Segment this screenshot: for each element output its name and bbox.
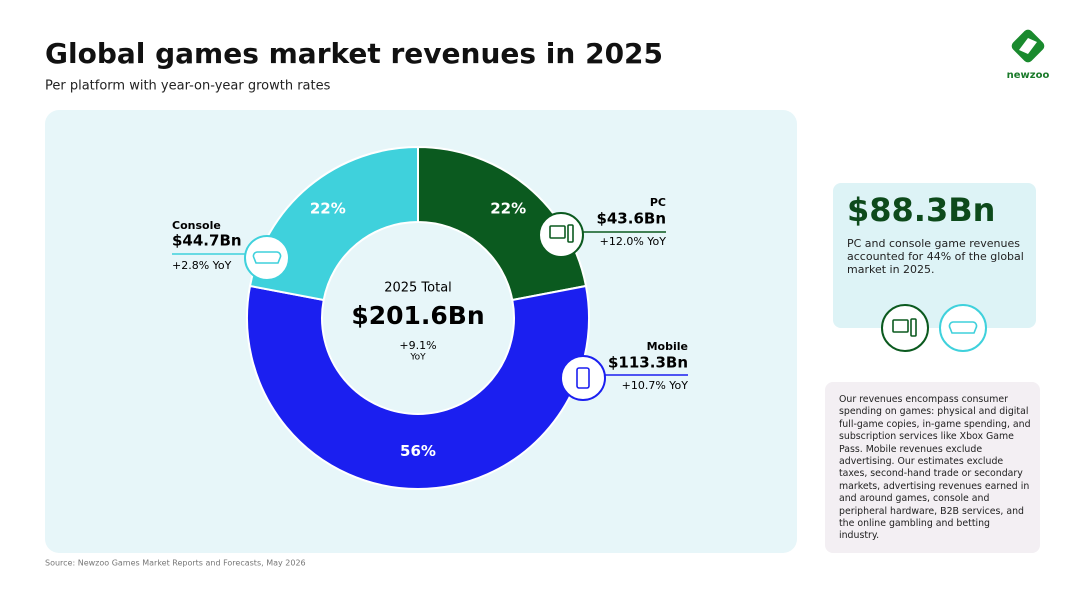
console-icon [244,235,290,281]
highlight-value: $88.3Bn [847,191,995,229]
console-revenue: $44.7Bn [172,232,242,250]
chart-panel [45,110,797,553]
donut-segment [246,284,590,491]
mobile-icon [560,355,606,401]
mobile-revenue: $113.3Bn [608,354,688,372]
pc-badge-shape [892,319,909,333]
pc-icon [538,212,584,258]
pc-growth: +12.0% YoY [600,235,667,248]
title: Global games market revenues in 2025 [45,37,663,70]
logo-text: newzoo [1007,70,1050,81]
pc-badge [881,304,929,352]
pc-revenue: $43.6Bn [596,210,666,228]
segment-label: 56% [400,442,436,460]
pc-badge-shape [910,318,917,337]
donut-segment [248,145,419,302]
segment-label: 22% [490,199,526,217]
center-total: $201.6Bn [351,301,484,330]
donut: 22% 56% 22% [246,145,590,491]
highlight-text: PC and console game revenues accounted f… [847,237,1024,276]
console-icon-shape [252,251,282,264]
console-label: Console [172,219,221,232]
center-growth: +9.1% [399,339,436,352]
source: Source: Newzoo Games Market Reports and … [45,559,306,568]
segment-label: 22% [310,199,346,217]
center-growth-unit: YoY [409,353,426,363]
mobile-growth: +10.7% YoY [622,379,689,392]
note-text: Our revenues encompass consumer spending… [839,394,1031,542]
console-badge-shape [948,321,978,334]
console-growth: +2.8% YoY [172,259,232,272]
mobile-label: Mobile [647,340,688,353]
pc-label: PC [650,196,666,209]
pc-icon-shape [549,225,566,239]
pc-icon-shape [567,224,574,243]
logo: newzoo [1007,29,1050,81]
subtitle: Per platform with year-on-year growth ra… [45,79,331,94]
highlight-panel [833,183,1036,328]
center-label: 2025 Total [384,281,452,296]
note-panel [825,382,1040,553]
donut-segment [417,145,588,302]
console-badge [939,304,987,352]
mobile-icon-shape [576,367,590,389]
